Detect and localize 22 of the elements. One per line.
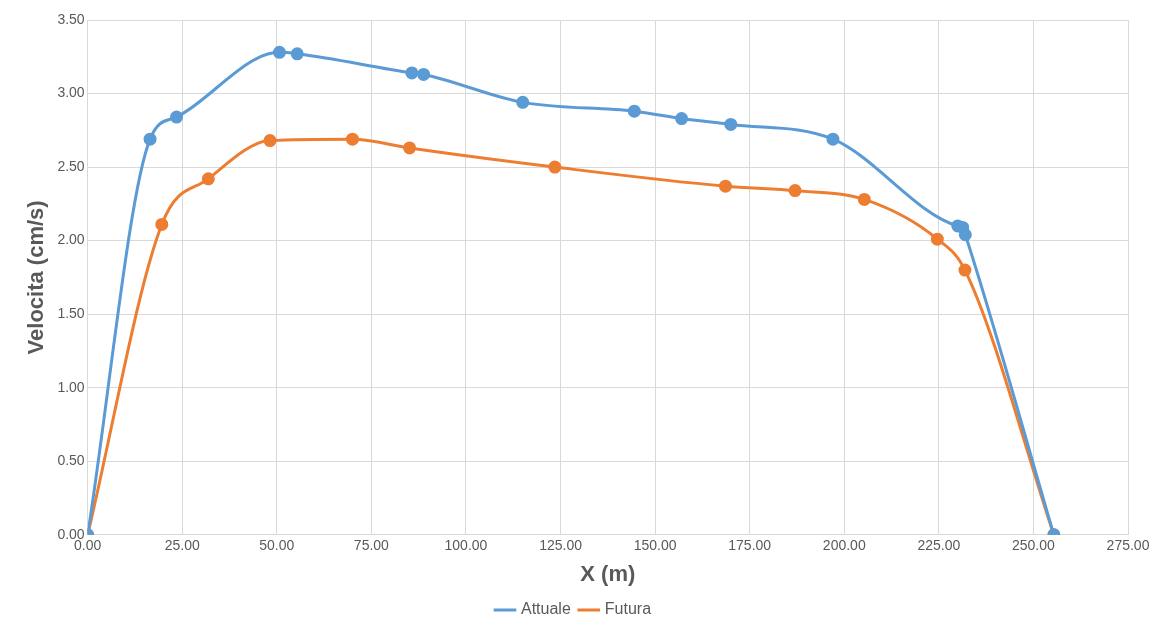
x-axis-title: X (m) xyxy=(580,560,636,586)
x-tick-label: 225.00 xyxy=(917,537,961,554)
x-tick-label: 275.00 xyxy=(1106,537,1150,554)
x-tick-label: 125.00 xyxy=(539,537,583,554)
x-tick-label: 25.00 xyxy=(164,537,200,554)
y-tick-label: 0.50 xyxy=(57,452,85,469)
x-tick-label: 250.00 xyxy=(1012,537,1056,554)
y-tick-label: 2.00 xyxy=(57,231,85,248)
y-tick-label: 2.50 xyxy=(57,157,85,174)
legend-label: Attuale xyxy=(520,600,571,618)
legend-label: Futura xyxy=(604,600,652,618)
y-axis-title: Velocita (cm/s) xyxy=(23,200,49,355)
x-tick-label: 100.00 xyxy=(444,537,488,554)
x-tick-label: 75.00 xyxy=(353,537,390,554)
y-tick-label: 1.50 xyxy=(57,305,85,322)
x-tick-label: 175.00 xyxy=(728,537,772,554)
y-tick-label: 3.50 xyxy=(57,10,85,27)
x-tick-label: 50.00 xyxy=(259,537,295,554)
y-tick-label: 3.00 xyxy=(57,84,85,101)
x-tick-label: 150.00 xyxy=(633,537,677,554)
x-tick-label: 200.00 xyxy=(822,537,866,554)
y-tick-label: 1.00 xyxy=(57,378,85,395)
